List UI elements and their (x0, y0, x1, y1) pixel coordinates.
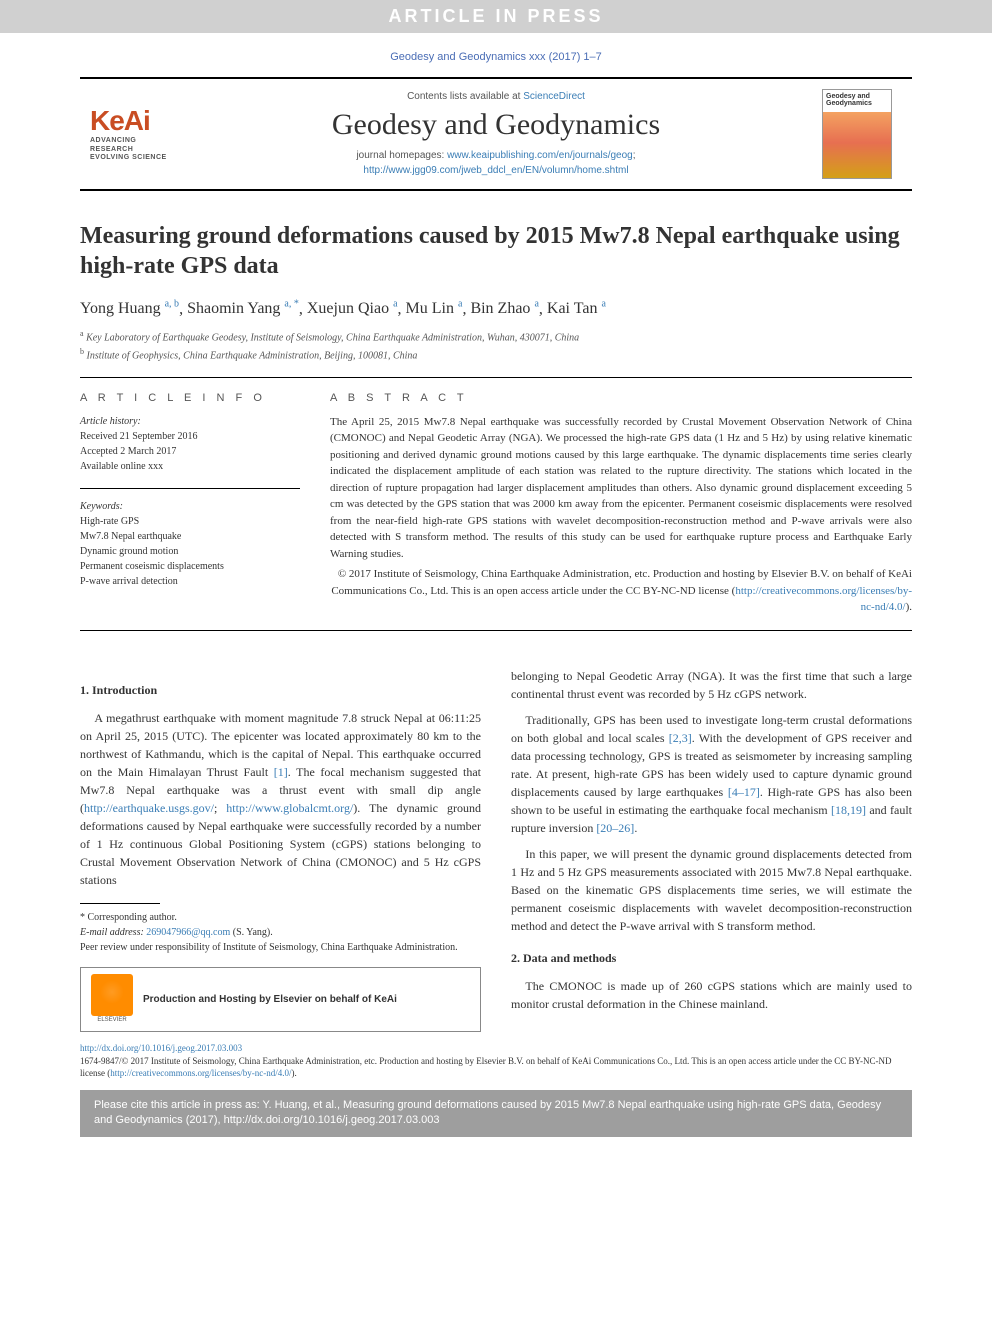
section-1-heading: 1. Introduction (80, 681, 481, 699)
affiliation-b: b Institute of Geophysics, China Earthqu… (80, 346, 912, 363)
author-2: Shaomin Yang a, * (187, 300, 299, 317)
history-label: Article history: (80, 414, 300, 429)
doi-link[interactable]: http://dx.doi.org/10.1016/j.geog.2017.03… (80, 1043, 242, 1053)
keai-logo-text: KeAi (90, 105, 170, 137)
ref-1[interactable]: [1] (274, 765, 288, 779)
email-line: E-mail address: 269047966@qq.com (S. Yan… (80, 925, 481, 940)
hosting-text: Production and Hosting by Elsevier on be… (143, 992, 397, 1007)
keyword-2: Mw7.8 Nepal earthquake (80, 529, 300, 544)
email-link[interactable]: 269047966@qq.com (146, 927, 230, 938)
article-title: Measuring ground deformations caused by … (80, 221, 912, 281)
keai-tagline-2: EVOLVING SCIENCE (90, 154, 170, 162)
info-divider (80, 488, 300, 489)
author-6: Kai Tan a (547, 300, 606, 317)
history-accepted: Accepted 2 March 2017 (80, 444, 300, 459)
intro-p1: A megathrust earthquake with moment magn… (80, 709, 481, 889)
affiliation-a: a Key Laboratory of Earthquake Geodesy, … (80, 328, 912, 345)
journal-cover-thumb: Geodesy and Geodynamics (822, 89, 912, 179)
journal-homepages: journal homepages: www.keaipublishing.co… (170, 148, 822, 178)
license-link[interactable]: http://creativecommons.org/licenses/by-n… (735, 585, 912, 614)
cite-this-box: Please cite this article in press as: Y.… (80, 1090, 912, 1137)
contents-available: Contents lists available at ScienceDirec… (170, 91, 822, 102)
author-3: Xuejun Qiao a (307, 300, 398, 317)
elsevier-logo-icon (91, 974, 133, 1016)
journal-header: KeAi ADVANCING RESEARCH EVOLVING SCIENCE… (80, 77, 912, 191)
keai-tagline-1: ADVANCING RESEARCH (90, 137, 170, 154)
ref-18-19[interactable]: [18,19] (831, 803, 866, 817)
homepage-link-2[interactable]: http://www.jgg09.com/jweb_ddcl_en/EN/vol… (363, 165, 628, 176)
ref-20-26[interactable]: [20–26] (596, 821, 634, 835)
history-received: Received 21 September 2016 (80, 429, 300, 444)
footer: http://dx.doi.org/10.1016/j.geog.2017.03… (0, 1032, 992, 1080)
keywords: Keywords: High-rate GPS Mw7.8 Nepal eart… (80, 499, 300, 589)
ref-2-3[interactable]: [2,3] (669, 731, 692, 745)
keyword-3: Dynamic ground motion (80, 544, 300, 559)
citation-top: Geodesy and Geodynamics xxx (2017) 1–7 (0, 33, 992, 77)
elsevier-label: ELSEVIER (91, 1016, 133, 1025)
ref-4-17[interactable]: [4–17] (728, 785, 760, 799)
article-in-press-banner: ARTICLE IN PRESS (0, 0, 992, 33)
keyword-4: Permanent coseismic displacements (80, 559, 300, 574)
abstract-copyright: © 2017 Institute of Seismology, China Ea… (330, 566, 912, 616)
authors-list: Yong Huang a, b, Shaomin Yang a, *, Xuej… (80, 299, 912, 318)
sciencedirect-link[interactable]: ScienceDirect (523, 91, 585, 102)
contents-prefix: Contents lists available at (407, 91, 523, 102)
divider (80, 377, 912, 378)
footer-license-link[interactable]: http://creativecommons.org/licenses/by-n… (110, 1068, 291, 1078)
footnote-separator (80, 903, 160, 904)
globalcmt-link[interactable]: http://www.globalcmt.org/ (226, 801, 353, 815)
body-text: 1. Introduction A megathrust earthquake … (80, 667, 912, 1032)
abstract-head: A B S T R A C T (330, 392, 912, 404)
section-2-heading: 2. Data and methods (511, 949, 912, 967)
abstract-text: The April 25, 2015 Mw7.8 Nepal earthquak… (330, 414, 912, 563)
keai-logo: KeAi ADVANCING RESEARCH EVOLVING SCIENCE (80, 105, 170, 162)
corresponding-author: * Corresponding author. (80, 910, 481, 925)
divider-2 (80, 630, 912, 631)
author-4: Mu Lin a (406, 300, 463, 317)
intro-p2: Traditionally, GPS has been used to inve… (511, 711, 912, 837)
author-5: Bin Zhao a (470, 300, 538, 317)
article-history: Article history: Received 21 September 2… (80, 414, 300, 474)
cover-title: Geodesy and Geodynamics (823, 90, 891, 110)
footnotes: * Corresponding author. E-mail address: … (80, 910, 481, 955)
usgs-link[interactable]: http://earthquake.usgs.gov/ (84, 801, 214, 815)
keyword-1: High-rate GPS (80, 514, 300, 529)
intro-p3: In this paper, we will present the dynam… (511, 845, 912, 935)
article-info-head: A R T I C L E I N F O (80, 392, 300, 404)
history-online: Available online xxx (80, 459, 300, 474)
homepage-link-1[interactable]: www.keaipublishing.com/en/journals/geog (447, 150, 633, 161)
author-1: Yong Huang a, b (80, 300, 179, 317)
keyword-5: P-wave arrival detection (80, 574, 300, 589)
intro-p1-cont: belonging to Nepal Geodetic Array (NGA).… (511, 667, 912, 703)
peer-review-note: Peer review under responsibility of Inst… (80, 940, 481, 955)
hosting-box: ELSEVIER Production and Hosting by Elsev… (80, 967, 481, 1032)
section-2-p1: The CMONOC is made up of 260 cGPS statio… (511, 977, 912, 1013)
homepages-label: journal homepages: (356, 150, 447, 161)
keywords-label: Keywords: (80, 499, 300, 514)
journal-name: Geodesy and Geodynamics (170, 108, 822, 142)
